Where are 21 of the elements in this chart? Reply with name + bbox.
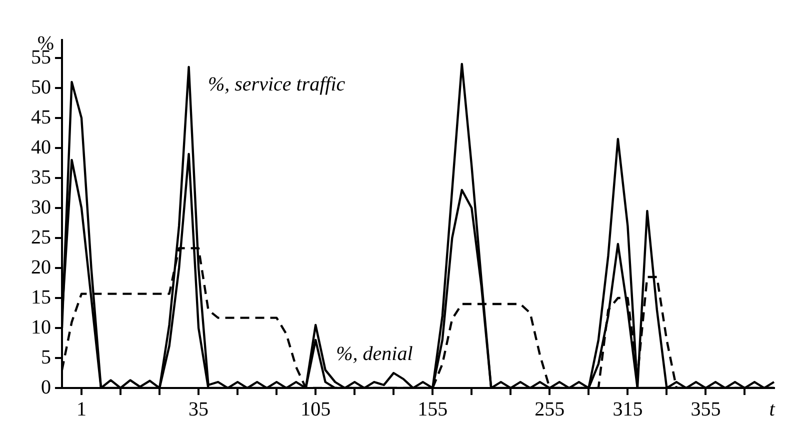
x-tick-label: 35 (188, 398, 209, 420)
y-tick-label: 0 (41, 376, 51, 398)
x-tick-label: 315 (612, 398, 643, 420)
y-tick-label: 35 (31, 166, 51, 188)
y-tick-label: 15 (31, 286, 51, 308)
y-tick-label: 40 (31, 136, 51, 158)
y-tick-label: 50 (31, 76, 51, 98)
y-tick-label: 5 (41, 346, 51, 368)
annotation: %, denial (336, 343, 414, 366)
y-tick-label: 10 (31, 316, 51, 338)
y-tick-label: 45 (31, 106, 51, 128)
x-tick-label: 105 (300, 398, 331, 420)
x-tick-label: 155 (418, 398, 448, 420)
y-tick-label: 30 (31, 196, 51, 218)
annotation: %, service traffic (208, 73, 346, 96)
y-tick-label: 20 (31, 256, 51, 278)
x-tick-label: 255 (534, 398, 565, 420)
x-tick-label: 355 (690, 398, 721, 420)
y-tick-label: 25 (31, 226, 51, 248)
x-tick-label: 1 (76, 398, 87, 420)
x-axis-title: t (769, 398, 776, 420)
